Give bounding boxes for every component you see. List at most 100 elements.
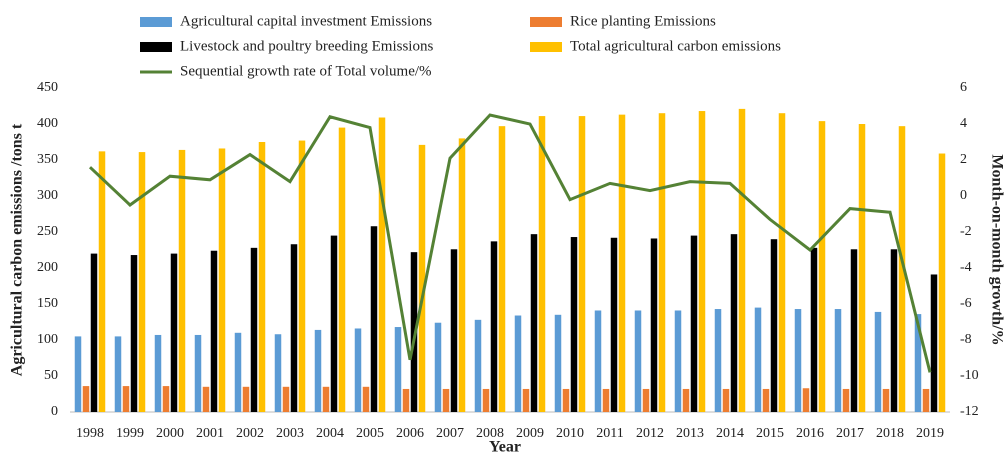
bar	[938, 153, 946, 412]
bar	[218, 148, 226, 413]
y-tick-label: 200	[37, 260, 58, 275]
x-tick-label: 2008	[476, 426, 504, 441]
bar	[154, 334, 162, 412]
y2-tick-label: -2	[960, 224, 972, 239]
legend-label: Total agricultural carbon emissions	[570, 38, 781, 54]
line	[88, 113, 932, 373]
y2-tick-label: -12	[960, 404, 979, 419]
bar	[490, 241, 498, 412]
x-tick-label: 2006	[396, 426, 424, 441]
x-tick-label: 2001	[196, 426, 224, 441]
bar	[874, 311, 882, 412]
bar	[842, 388, 850, 412]
bar	[450, 249, 458, 412]
y2-tick-label: -4	[960, 260, 972, 275]
bar	[138, 152, 146, 412]
legend-label: Agricultural capital investment Emission…	[180, 13, 432, 29]
y2-tick-label: 6	[960, 80, 967, 95]
bar	[210, 250, 218, 412]
bar	[722, 388, 730, 412]
bar	[482, 388, 490, 412]
bar	[674, 310, 682, 412]
y-tick-label: 300	[37, 188, 58, 203]
bar	[922, 388, 930, 412]
x-tick-label: 2000	[156, 426, 184, 441]
y2-tick-label: -8	[960, 332, 972, 347]
legend-swatch	[140, 17, 172, 27]
y-tick-label: 50	[44, 368, 58, 383]
bar	[530, 234, 538, 412]
bar	[170, 253, 178, 412]
x-tick-label: 1998	[76, 426, 104, 441]
bar	[202, 386, 210, 412]
legend-label: Sequential growth rate of Total volume/%	[180, 63, 432, 79]
x-tick-label: 2009	[516, 426, 544, 441]
bar	[378, 117, 386, 413]
bar	[402, 388, 410, 412]
bar	[810, 247, 818, 412]
bar	[122, 386, 130, 412]
bar	[538, 116, 546, 412]
legend-swatch	[530, 42, 562, 52]
bar	[298, 140, 306, 412]
bar	[882, 388, 890, 412]
bar	[474, 319, 482, 412]
bar	[794, 309, 802, 412]
bar	[290, 244, 298, 412]
bar	[362, 386, 370, 412]
bar	[98, 151, 106, 413]
bar	[658, 113, 666, 412]
bar	[314, 329, 322, 412]
bar	[642, 388, 650, 412]
bar	[114, 336, 122, 412]
y-tick-label: 450	[37, 80, 58, 95]
x-tick-label: 2018	[876, 426, 904, 441]
x-tick-label: 2017	[836, 426, 864, 441]
bar	[234, 332, 242, 412]
bar	[618, 114, 626, 412]
y-tick-label: 350	[37, 152, 58, 167]
bar	[418, 144, 426, 412]
bar	[522, 388, 530, 412]
bar	[754, 307, 762, 412]
x-tick-label: 2014	[716, 426, 744, 441]
bar	[850, 249, 858, 412]
bar	[498, 126, 506, 412]
bar	[650, 238, 658, 412]
x-tick-label: 2013	[676, 426, 704, 441]
bar	[730, 234, 738, 412]
y-axis-label: Agricultural carbon emissions /tons t	[9, 123, 26, 376]
y2-tick-label: 4	[960, 116, 967, 131]
bar	[714, 309, 722, 412]
legend-swatch	[140, 42, 172, 52]
x-tick-label: 2011	[596, 426, 623, 441]
bar	[818, 121, 826, 413]
x-tick-label: 2010	[556, 426, 584, 441]
bar	[394, 327, 402, 412]
bar	[690, 235, 698, 412]
bar	[330, 235, 338, 412]
bar	[130, 255, 138, 412]
x-tick-label: 2004	[316, 426, 344, 441]
bar	[322, 386, 330, 412]
x-tick-label: 2015	[756, 426, 784, 441]
bar	[778, 113, 786, 412]
bar	[370, 226, 378, 412]
bar	[898, 126, 906, 412]
bar	[514, 315, 522, 412]
bar	[698, 111, 706, 412]
bar	[602, 388, 610, 412]
x-tick-label: 2007	[436, 426, 464, 441]
x-tick-label: 2002	[236, 426, 264, 441]
x-tick-label: 2003	[276, 426, 304, 441]
bar	[930, 274, 938, 412]
y2-tick-label: 0	[960, 188, 967, 203]
x-axis-label: Year	[489, 439, 521, 454]
legend-swatch	[530, 17, 562, 27]
x-tick-label: 2012	[636, 426, 664, 441]
bar	[802, 388, 810, 412]
bar	[858, 124, 866, 412]
bar	[74, 336, 82, 412]
bar	[434, 322, 442, 412]
